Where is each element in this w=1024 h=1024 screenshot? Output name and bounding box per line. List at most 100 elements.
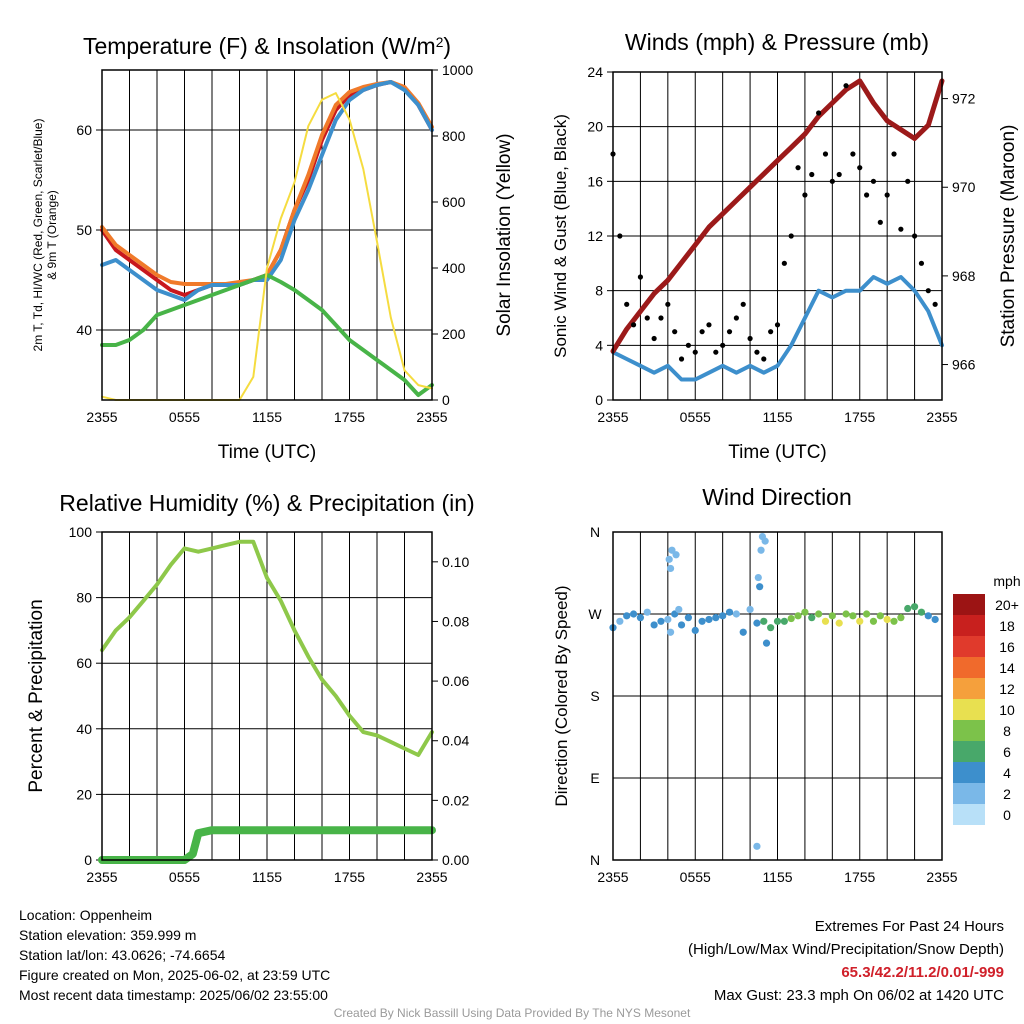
gust-point xyxy=(898,226,904,232)
gust-point xyxy=(822,151,829,157)
y-right-tick-label: 0.00 xyxy=(442,852,469,868)
y-right-tick-label: 0 xyxy=(442,392,450,408)
series-line xyxy=(100,539,434,757)
gust-point xyxy=(911,233,918,239)
legend-swatch xyxy=(953,720,985,741)
latlon-text: Station lat/lon: 43.0626; -74.6654 xyxy=(19,947,226,963)
x-tick-label: 2355 xyxy=(926,409,957,425)
direction-point xyxy=(665,555,673,563)
gust-point xyxy=(774,322,781,328)
gust-point xyxy=(829,178,835,184)
direction-point xyxy=(636,614,645,622)
legend-swatch xyxy=(953,678,985,699)
legend-label: 12 xyxy=(999,681,1015,697)
legend-label: 16 xyxy=(999,639,1015,655)
y-right-tick-label: 0.10 xyxy=(442,554,469,570)
y-right-tick-label: 0.04 xyxy=(442,733,469,749)
x-tick-label: 1155 xyxy=(762,409,792,425)
chart-title-4: Wind Direction xyxy=(702,484,852,510)
gust-point xyxy=(877,219,883,225)
x-tick-label: 0555 xyxy=(169,869,200,885)
direction-point xyxy=(675,605,683,614)
y-tick-label: 20 xyxy=(587,119,603,135)
direction-point xyxy=(849,612,857,620)
direction-point xyxy=(762,639,771,647)
elevation-text: Station elevation: 359.999 m xyxy=(19,927,197,943)
y-axis-label: 2m T, Td, HI/WC (Red, Green, Scarlet/Blu… xyxy=(31,119,45,352)
direction-point xyxy=(684,614,692,622)
direction-point xyxy=(677,621,686,629)
legend-swatch xyxy=(953,636,985,657)
y-tick-label: N xyxy=(590,524,600,540)
x-tick-label: 1155 xyxy=(252,409,282,425)
gust-point xyxy=(816,110,822,116)
plot-frame xyxy=(612,531,943,861)
direction-point xyxy=(705,615,713,624)
direction-point xyxy=(801,608,809,616)
gust-point xyxy=(768,329,774,335)
legend-swatch xyxy=(953,615,985,636)
legend-swatch xyxy=(953,804,985,825)
x-tick-label: 2355 xyxy=(597,869,628,885)
gust-point xyxy=(726,329,733,335)
direction-point xyxy=(780,617,788,625)
y-tick-label: 12 xyxy=(587,228,603,244)
gust-point xyxy=(692,349,698,355)
y-tick-label: N xyxy=(590,852,600,868)
y-tick-label: 60 xyxy=(76,655,92,671)
y-tick-label: 50 xyxy=(76,222,92,238)
chart-title-2: Winds (mph) & Pressure (mb) xyxy=(625,29,929,55)
y-axis-label: & 9m T (Orange) xyxy=(45,190,59,280)
direction-point xyxy=(732,610,740,618)
x-tick-label: 1755 xyxy=(334,409,365,425)
gust-point xyxy=(685,342,691,348)
direction-point xyxy=(808,614,816,622)
y-tick-label: 40 xyxy=(76,721,92,737)
y-tick-label: 0 xyxy=(595,392,603,408)
legend-label: 4 xyxy=(1003,765,1011,781)
y-tick-label: 4 xyxy=(595,337,603,353)
gust-point xyxy=(713,349,719,355)
plot-frame xyxy=(101,69,433,401)
y-tick-label: 60 xyxy=(76,122,92,138)
gust-point xyxy=(630,322,637,328)
gust-point xyxy=(857,165,863,171)
gust-point xyxy=(699,329,705,335)
gust-point xyxy=(754,349,760,355)
direction-point xyxy=(815,610,823,618)
legend-label: 18 xyxy=(999,618,1015,634)
legend-swatch xyxy=(953,594,985,615)
extremes-values: 65.3/42.2/11.2/0.01/-999 xyxy=(841,964,1004,981)
gust-point xyxy=(802,192,808,198)
gust-point xyxy=(809,171,815,178)
direction-point xyxy=(616,617,624,625)
y-right-tick-label: 0.08 xyxy=(442,613,469,629)
direction-point xyxy=(869,617,878,625)
direction-point xyxy=(761,537,769,545)
direction-point xyxy=(897,614,905,622)
x-tick-label: 2355 xyxy=(926,869,957,885)
x-tick-label: 0555 xyxy=(680,869,711,885)
gust-point xyxy=(720,342,726,348)
legend-label: 6 xyxy=(1003,744,1011,760)
direction-point xyxy=(890,617,898,625)
direction-point xyxy=(924,612,932,620)
direction-point xyxy=(757,546,765,554)
direction-point xyxy=(753,619,761,627)
y-tick-label: 80 xyxy=(76,590,92,606)
y-axis-label: Percent & Precipitation xyxy=(26,599,47,792)
direction-point xyxy=(623,612,631,620)
direction-point xyxy=(719,612,727,620)
x-tick-label: 0555 xyxy=(680,409,711,425)
x-tick-label: 2355 xyxy=(416,869,447,885)
extremes-panel: Extremes For Past 24 Hours (High/Low/Max… xyxy=(688,915,1004,1007)
gust-point xyxy=(843,83,849,89)
direction-point xyxy=(835,619,843,627)
chart-panel-2: 2355 0555 1155 1755 2355 Time (UTC) 0 4 8 12 16 20 2… xyxy=(551,64,1019,463)
y-tick-label: 100 xyxy=(69,524,93,540)
direction-point xyxy=(842,610,850,618)
y-right-tick-label: 400 xyxy=(442,260,466,276)
max-gust-text: Max Gust: 23.3 mph On 06/02 at 1420 UTC xyxy=(713,987,1004,1004)
